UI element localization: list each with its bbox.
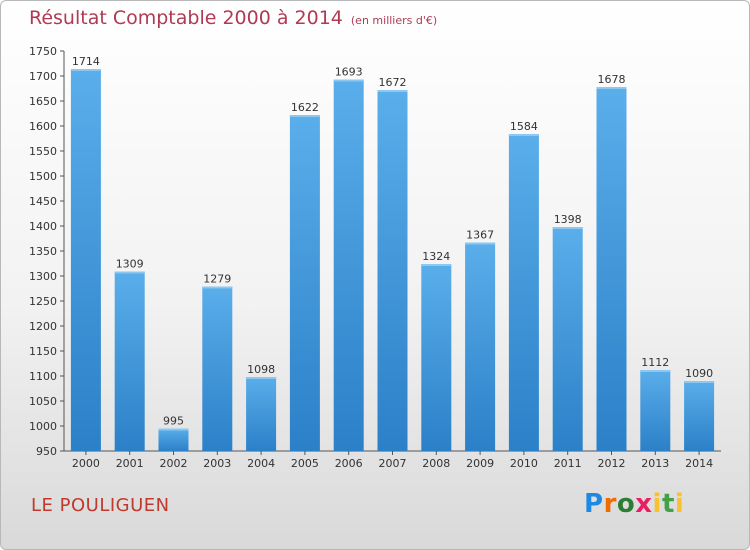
- data-label: 1622: [291, 101, 319, 114]
- x-tick-label: 2006: [335, 457, 363, 470]
- data-label: 1098: [247, 363, 275, 376]
- bar: [289, 115, 320, 451]
- bar: [377, 90, 408, 451]
- data-label: 1678: [598, 73, 626, 86]
- bar: [552, 227, 583, 451]
- data-label: 1309: [116, 258, 144, 271]
- bar-top-highlight: [640, 370, 671, 372]
- bar: [158, 428, 189, 451]
- data-label: 1398: [554, 213, 582, 226]
- data-label: 995: [163, 415, 184, 428]
- data-label: 1112: [641, 356, 669, 369]
- bar: [684, 381, 715, 451]
- y-tick-label: 1700: [29, 70, 57, 83]
- chart-title-text: Résultat Comptable 2000 à 2014: [29, 7, 343, 29]
- bar: [202, 286, 233, 451]
- bar-top-highlight: [114, 271, 145, 274]
- bar-top-highlight: [596, 87, 627, 89]
- bar-top-highlight: [552, 227, 583, 229]
- y-tick-label: 1650: [29, 95, 57, 108]
- data-label: 1584: [510, 120, 538, 133]
- y-tick-label: 1750: [29, 45, 57, 58]
- city-name: LE POULIGUEN: [31, 495, 170, 516]
- bar: [596, 87, 627, 451]
- bar: [114, 271, 145, 451]
- bar-top-highlight: [465, 242, 496, 245]
- y-tick-label: 1300: [29, 270, 57, 283]
- x-tick-label: 2000: [72, 457, 100, 470]
- x-tick-label: 2004: [247, 457, 275, 470]
- bar-top-highlight: [289, 115, 320, 117]
- bar-top-highlight: [684, 381, 715, 383]
- bar-top-highlight: [70, 69, 101, 71]
- bars: [70, 69, 715, 451]
- x-tick-label: 2012: [598, 457, 626, 470]
- y-tick-label: 1600: [29, 120, 57, 133]
- bar-top-highlight: [158, 428, 189, 431]
- x-tick-label: 2014: [685, 457, 713, 470]
- y-tick-label: 1100: [29, 370, 57, 383]
- x-tick-label: 2003: [203, 457, 231, 470]
- x-tick-label: 2002: [160, 457, 188, 470]
- y-tick-label: 950: [36, 445, 57, 458]
- bar: [421, 264, 452, 451]
- data-label: 1714: [72, 55, 100, 68]
- chart-unit: (en milliers d'€): [350, 14, 438, 27]
- y-tick-label: 1450: [29, 195, 57, 208]
- x-tick-label: 2009: [466, 457, 494, 470]
- bar-top-highlight: [246, 377, 277, 379]
- y-tick-label: 1200: [29, 320, 57, 333]
- y-tick-label: 1050: [29, 395, 57, 408]
- bar-top-highlight: [202, 286, 233, 289]
- data-label: 1324: [422, 250, 450, 263]
- bar: [465, 242, 496, 451]
- bar: [246, 377, 277, 451]
- y-tick-label: 1550: [29, 145, 57, 158]
- bar-top-highlight: [421, 264, 452, 266]
- x-tick-label: 2007: [379, 457, 407, 470]
- bar: [508, 134, 539, 451]
- x-tick-label: 2013: [641, 457, 669, 470]
- y-tick-label: 1250: [29, 295, 57, 308]
- proxiti-logo: Proxiti: [584, 489, 685, 519]
- bar: [70, 69, 101, 451]
- chart-title: Résultat Comptable 2000 à 2014 (en millie…: [29, 7, 437, 29]
- y-tick-label: 1000: [29, 420, 57, 433]
- value-labels: 1714 1309 995 1279 1098 1622 1693 1672 1324 1367 1…: [72, 55, 713, 428]
- data-label: 1672: [379, 76, 407, 89]
- y-tick-label: 1500: [29, 170, 57, 183]
- data-label: 1279: [203, 273, 231, 286]
- data-label: 1693: [335, 66, 363, 79]
- y-tick-label: 1350: [29, 245, 57, 258]
- data-label: 1090: [685, 367, 713, 380]
- bar-top-highlight: [377, 90, 408, 92]
- y-tick-label: 1150: [29, 345, 57, 358]
- x-tick-label: 2008: [422, 457, 450, 470]
- x-tick-label: 2005: [291, 457, 319, 470]
- bar-top-highlight: [333, 79, 364, 82]
- bar: [640, 370, 671, 451]
- x-tick-label: 2011: [554, 457, 582, 470]
- data-label: 1367: [466, 229, 494, 242]
- bar-top-highlight: [508, 134, 539, 136]
- x-tick-label: 2001: [116, 457, 144, 470]
- bar: [333, 79, 364, 451]
- x-tick-label: 2010: [510, 457, 538, 470]
- y-tick-label: 1400: [29, 220, 57, 233]
